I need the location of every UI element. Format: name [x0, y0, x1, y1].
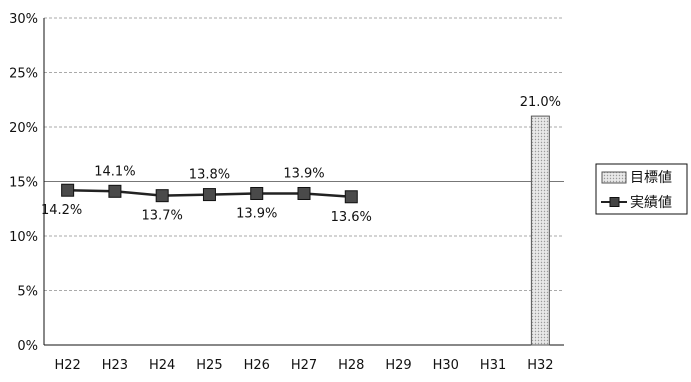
gridlines: [44, 17, 564, 291]
x-tick-label: H25: [196, 358, 222, 373]
target-bar: [530, 115, 550, 346]
axes: [43, 18, 564, 346]
y-tick-label: 30%: [9, 12, 38, 27]
line-value-label: 14.2%: [41, 203, 82, 218]
x-tick-label: H30: [433, 358, 459, 373]
y-tick-label: 10%: [9, 230, 38, 245]
x-tick-label: H24: [149, 358, 175, 373]
actual-marker: [202, 188, 216, 202]
x-tick-labels: H22 H23 H24 H25 H26 H27 H28 H29 H30 H31 H32: [54, 358, 553, 373]
x-tick-label: H26: [244, 358, 270, 373]
legend: 目標値 実績値: [595, 163, 688, 215]
line-value-label: 13.7%: [142, 209, 183, 224]
line-value-label: 13.8%: [189, 168, 230, 183]
legend-label-actual: 実績値: [630, 195, 672, 211]
bar-value-label: 21.0%: [520, 95, 561, 110]
y-tick-label: 5%: [17, 285, 38, 300]
actual-marker: [155, 189, 169, 203]
legend-label-target: 目標値: [630, 170, 672, 186]
actual-marker: [250, 186, 264, 200]
line-value-label: 13.6%: [331, 210, 372, 225]
x-tick-label: H22: [54, 358, 80, 373]
line-value-label: 13.9%: [283, 166, 324, 181]
y-tick-label: 20%: [9, 121, 38, 136]
line-value-label: 13.9%: [236, 206, 277, 221]
legend-swatch-target: [601, 171, 627, 184]
actual-marker: [344, 190, 358, 204]
actual-marker: [61, 183, 75, 197]
actual-marker: [108, 184, 122, 198]
y-tick-label: 25%: [9, 67, 38, 82]
x-tick-label: H31: [480, 358, 506, 373]
x-tick-label: H32: [527, 358, 553, 373]
x-tick-label: H27: [291, 358, 317, 373]
y-tick-labels: 0% 5% 10% 15% 20% 25% 30%: [9, 12, 38, 354]
y-tick-label: 15%: [9, 176, 38, 191]
actual-series: [61, 183, 358, 204]
x-tick-label: H29: [385, 358, 411, 373]
x-tick-label: H23: [102, 358, 128, 373]
actual-marker: [297, 186, 311, 200]
x-tick-label: H28: [338, 358, 364, 373]
target-bars: [530, 115, 550, 346]
legend-marker-actual: [609, 197, 620, 207]
data-labels: 21.0% 14.2% 14.1% 13.7% 13.8% 13.9% 13.9% 13.6%: [41, 95, 561, 225]
y-tick-label: 0%: [17, 339, 38, 354]
line-value-label: 14.1%: [94, 164, 135, 179]
